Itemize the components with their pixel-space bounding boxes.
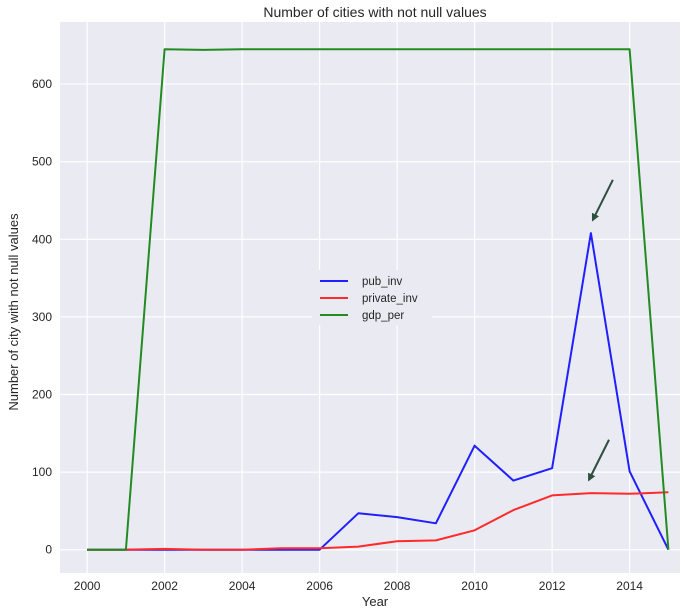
y-tick-label: 100 [32, 465, 52, 479]
series-line-private-inv [87, 491, 669, 551]
x-tick-label: 2002 [151, 579, 178, 593]
y-tick-label: 500 [32, 155, 52, 169]
y-tick-label: 200 [32, 388, 52, 402]
y-tick-label: 300 [32, 310, 52, 324]
x-tick-label: 2010 [461, 579, 488, 593]
y-tick-label: 400 [32, 232, 52, 246]
series-line-gdp-per [87, 48, 670, 551]
y-tick-label: 600 [32, 77, 52, 91]
x-tick-label: 2008 [384, 579, 411, 593]
x-tick-label: 2006 [306, 579, 333, 593]
series-layer [87, 48, 670, 551]
y-axis-label: Number of city with not null values [6, 213, 21, 411]
x-tick-label: 2012 [539, 579, 566, 593]
legend-label: gdp_per [362, 310, 404, 322]
x-tick-label: 2004 [229, 579, 256, 593]
x-tick-labels: 2000 2002 2004 2006 2008 2010 2012 2014 [74, 579, 644, 593]
legend-label: private_inv [362, 293, 418, 305]
y-tick-label: 0 [45, 543, 52, 557]
legend: pub_inv private_inv gdp_per [312, 270, 432, 325]
y-tick-labels: 0 100 200 300 400 500 600 [32, 77, 52, 557]
chart-title: Number of cities with not null values [263, 4, 486, 20]
x-tick-label: 2000 [74, 579, 101, 593]
annotations [588, 179, 614, 482]
x-axis-label: Year [362, 594, 389, 608]
legend-label: pub_inv [362, 276, 403, 288]
annotation-arrow [591, 179, 614, 222]
x-tick-label: 2014 [616, 579, 643, 593]
annotation-arrow [588, 439, 610, 482]
